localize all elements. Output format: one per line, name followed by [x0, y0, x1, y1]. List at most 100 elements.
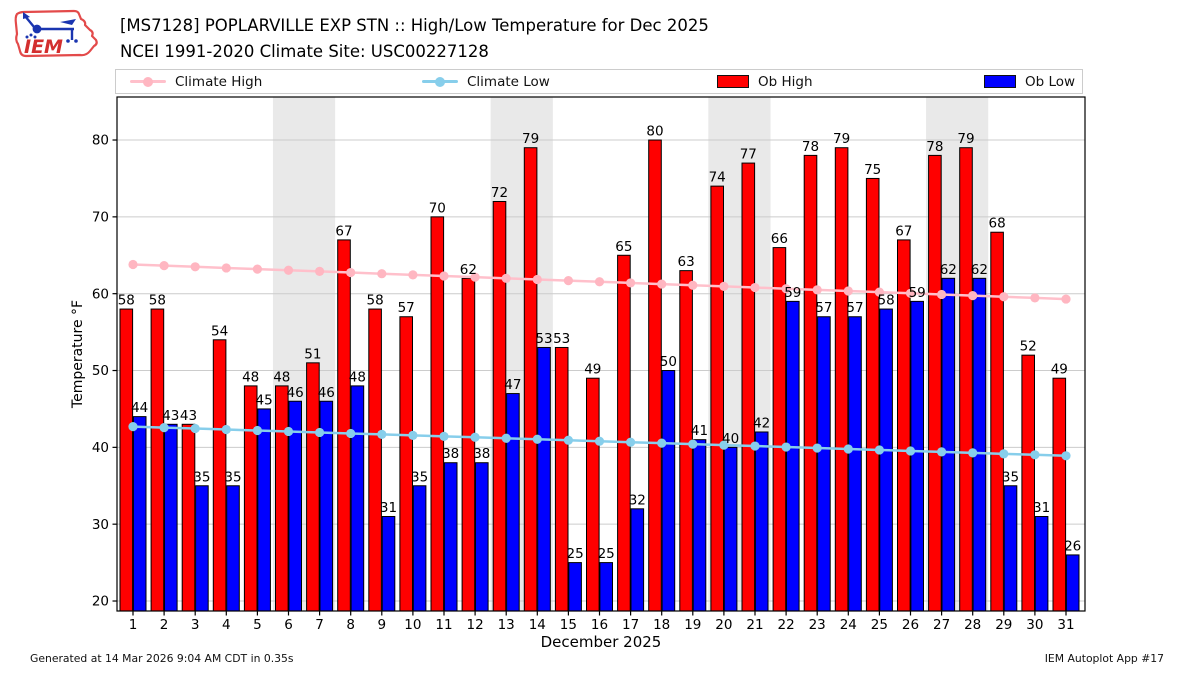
ob-low-bar — [879, 308, 893, 612]
climate-marker — [812, 443, 822, 453]
ob-high-bar — [368, 308, 382, 612]
ob-high-value-label: 79 — [957, 131, 974, 147]
iowa-outline-icon — [14, 9, 98, 58]
ob-low-value-label: 31 — [380, 500, 397, 516]
ob-high-bar — [741, 162, 756, 612]
x-tick-label: 8 — [346, 617, 355, 633]
x-tick-label: 7 — [315, 617, 324, 633]
x-tick-label: 6 — [284, 617, 293, 633]
climate-marker — [408, 270, 418, 280]
climate-marker — [626, 278, 636, 288]
climate-marker — [501, 433, 511, 443]
ob-low-value-label: 43 — [162, 408, 179, 424]
legend-label: Ob Low — [1025, 73, 1076, 90]
ob-low-value-label: 41 — [691, 423, 708, 439]
ob-low-bar — [350, 385, 365, 612]
ob-low-value-label: 25 — [598, 546, 615, 562]
ob-high-value-label: 48 — [273, 369, 290, 385]
x-tick-label: 20 — [715, 617, 732, 633]
climate-marker — [657, 438, 667, 448]
x-tick-label: 28 — [964, 617, 981, 633]
legend-item-climate-low: Climate Low — [422, 70, 550, 93]
ob-low-bar — [537, 346, 551, 612]
ob-low-bar — [786, 300, 800, 612]
y-axis-label: Temperature °F — [70, 300, 86, 409]
climate-marker — [781, 284, 791, 294]
ob-low-value-label: 62 — [971, 262, 988, 278]
weather-vane-icon — [23, 12, 78, 43]
ob-high-bar — [275, 385, 289, 612]
climate-marker — [750, 441, 760, 451]
ob-high-value-label: 66 — [771, 231, 788, 247]
ob-low-bar — [817, 316, 831, 612]
x-tick-label: 5 — [253, 617, 262, 633]
climate-marker — [190, 423, 200, 434]
x-tick-label: 18 — [653, 617, 670, 633]
ob-high-value-label: 43 — [180, 408, 197, 424]
climate-marker — [159, 423, 169, 433]
ob-low-value-label: 59 — [784, 285, 801, 301]
climate-marker — [128, 259, 138, 270]
climate-marker — [968, 448, 978, 458]
ob-low-value-label: 31 — [1033, 500, 1050, 516]
climate-marker — [657, 279, 667, 289]
climate-marker — [470, 272, 480, 282]
ob-low-bar — [381, 515, 396, 612]
ob-high-bar — [803, 154, 818, 612]
ob-low-swatch-icon — [984, 75, 1016, 88]
climate-marker — [252, 425, 262, 436]
climate-marker — [688, 280, 698, 290]
ob-high-bar — [1052, 377, 1067, 612]
generated-timestamp: Generated at 14 Mar 2026 9:04 AM CDT in … — [30, 652, 294, 665]
chart-subtitle: NCEI 1991-2020 Climate Site: USC00227128 — [120, 42, 489, 61]
climate-marker — [377, 269, 387, 279]
ob-low-value-label: 59 — [909, 285, 926, 301]
app-credit: IEM Autoplot App #17 — [1044, 652, 1164, 665]
ob-high-value-label: 54 — [211, 323, 228, 339]
climate-marker — [719, 281, 729, 291]
ob-high-bar — [461, 277, 476, 612]
climate-marker — [439, 271, 449, 281]
climate-marker — [937, 289, 947, 300]
ob-high-value-label: 49 — [1051, 362, 1068, 378]
ob-high-value-label: 49 — [584, 362, 601, 378]
ob-high-value-label: 74 — [709, 170, 726, 186]
ob-low-value-label: 35 — [224, 469, 241, 485]
climate-marker — [190, 262, 200, 272]
ob-low-bar — [630, 508, 645, 612]
climate-marker — [905, 288, 916, 298]
ob-high-value-label: 52 — [1020, 339, 1037, 355]
ob-low-value-label: 53 — [535, 331, 552, 347]
ob-low-bar — [692, 439, 707, 612]
ob-low-bar — [972, 277, 987, 612]
climate-marker — [346, 267, 356, 278]
ob-low-bar — [132, 416, 147, 612]
ob-low-bar — [1034, 515, 1049, 612]
ob-high-value-label: 62 — [460, 262, 477, 278]
ob-high-bar — [523, 147, 538, 612]
ob-high-value-label: 67 — [335, 223, 352, 239]
ob-low-value-label: 35 — [411, 469, 428, 485]
ob-low-value-label: 40 — [722, 431, 739, 447]
climate-marker — [377, 429, 387, 439]
ob-high-value-label: 77 — [740, 147, 757, 163]
climate-marker — [221, 263, 231, 273]
ob-low-bar — [195, 485, 209, 612]
legend-item-climate-high: Climate High — [130, 70, 262, 93]
x-tick-label: 13 — [498, 617, 515, 633]
ob-high-bar — [492, 200, 507, 612]
ob-high-bar — [1021, 354, 1036, 612]
ob-low-value-label: 62 — [940, 262, 957, 278]
climate-marker — [532, 274, 542, 285]
climate-marker — [688, 439, 698, 449]
ob-high-bar — [648, 139, 662, 612]
climate-marker — [501, 273, 511, 283]
climate-marker — [408, 430, 418, 440]
x-tick-label: 2 — [160, 617, 169, 633]
ob-low-bar — [848, 316, 862, 612]
climate-marker — [315, 266, 325, 277]
ob-high-bar — [710, 185, 725, 612]
chart-legend: Climate High Climate Low Ob High Ob Low — [115, 69, 1083, 94]
legend-label: Climate High — [175, 73, 263, 90]
